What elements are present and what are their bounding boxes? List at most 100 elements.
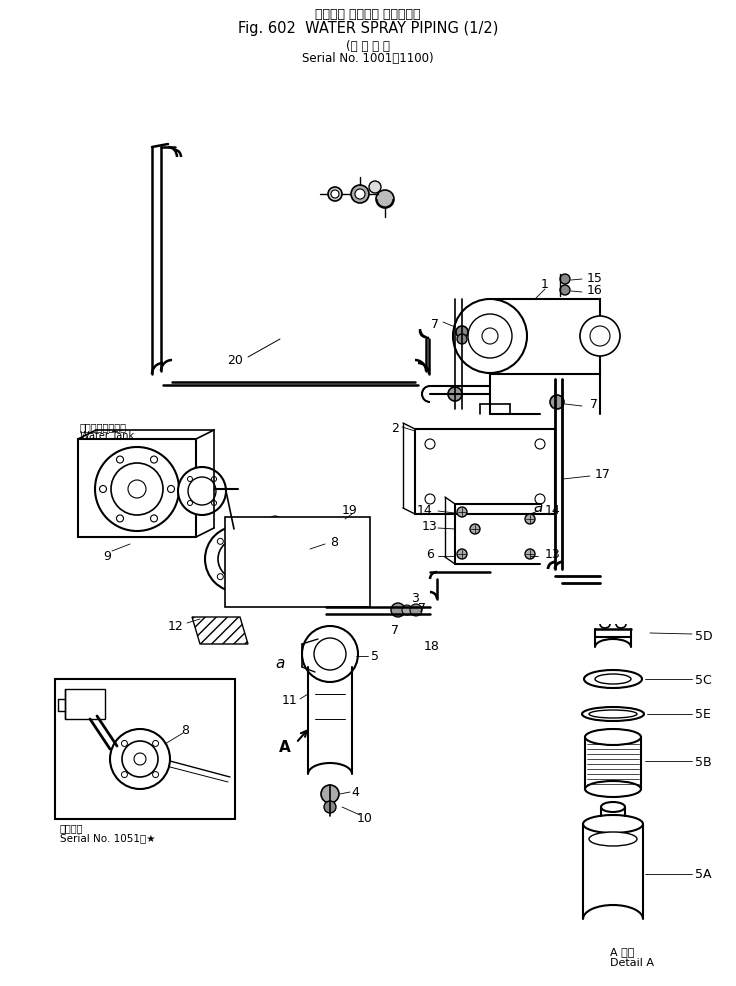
Text: 6: 6 (426, 548, 434, 561)
Circle shape (152, 740, 158, 746)
Circle shape (376, 191, 394, 209)
Circle shape (121, 740, 127, 746)
Circle shape (134, 753, 146, 765)
Circle shape (550, 395, 564, 409)
Bar (65, 689, 105, 719)
Circle shape (535, 495, 545, 505)
Text: (適 用 号 機: (適 用 号 機 (346, 39, 390, 52)
Ellipse shape (589, 832, 637, 846)
Bar (260, 525, 290, 542)
Bar (238, 525, 326, 595)
Bar (78, 440, 196, 537)
Circle shape (580, 317, 620, 357)
Text: 適用号機: 適用号機 (60, 822, 83, 832)
Ellipse shape (601, 803, 625, 812)
Ellipse shape (583, 815, 643, 833)
Circle shape (211, 477, 216, 482)
Circle shape (560, 275, 570, 285)
Circle shape (152, 772, 158, 778)
Circle shape (252, 538, 258, 545)
Text: 2: 2 (391, 421, 399, 434)
Text: 7: 7 (590, 398, 598, 411)
Bar (225, 518, 370, 607)
Circle shape (110, 730, 170, 789)
Circle shape (402, 605, 412, 615)
Ellipse shape (595, 674, 631, 684)
Circle shape (116, 457, 124, 463)
Circle shape (218, 539, 258, 580)
Circle shape (188, 477, 193, 482)
Text: 5C: 5C (695, 672, 712, 686)
Circle shape (122, 741, 158, 777)
Bar (585, 738, 641, 789)
Circle shape (369, 181, 381, 194)
Polygon shape (415, 430, 555, 515)
Text: Serial No. 1001～1100): Serial No. 1001～1100) (302, 51, 434, 64)
Text: 7: 7 (418, 600, 426, 614)
Circle shape (560, 286, 570, 296)
Circle shape (456, 326, 468, 338)
Circle shape (457, 549, 467, 559)
Circle shape (453, 300, 527, 374)
Bar (55, 679, 235, 819)
Text: 8: 8 (330, 536, 338, 549)
Text: 5: 5 (371, 650, 379, 663)
Ellipse shape (585, 781, 641, 798)
Text: 4: 4 (351, 786, 359, 799)
Circle shape (99, 486, 107, 493)
Text: Fig. 602  WATER SPRAY PIPING (1/2): Fig. 602 WATER SPRAY PIPING (1/2) (238, 21, 498, 35)
Circle shape (150, 457, 158, 463)
Text: Detail A: Detail A (610, 957, 654, 967)
Text: 19: 19 (342, 503, 358, 516)
Text: 5A: 5A (695, 868, 712, 880)
Circle shape (267, 517, 283, 532)
Circle shape (128, 480, 146, 499)
Circle shape (425, 495, 435, 505)
Text: ウォータ スプレイ パイピング: ウォータ スプレイ パイピング (315, 8, 421, 21)
Ellipse shape (584, 670, 642, 688)
Text: 14: 14 (417, 503, 433, 516)
Circle shape (111, 463, 163, 516)
Text: 14: 14 (545, 503, 561, 516)
Circle shape (178, 467, 226, 516)
Text: A 詳細: A 詳細 (610, 946, 634, 956)
Text: 13: 13 (545, 548, 561, 561)
Text: 20: 20 (227, 353, 243, 366)
Text: 5D: 5D (695, 630, 712, 643)
Circle shape (168, 486, 174, 493)
Ellipse shape (589, 710, 637, 718)
Text: 12: 12 (167, 619, 183, 632)
Text: 11: 11 (282, 693, 298, 706)
Circle shape (252, 574, 258, 580)
Circle shape (217, 574, 223, 580)
Circle shape (590, 326, 610, 347)
Circle shape (211, 501, 216, 506)
Text: 7: 7 (431, 318, 439, 331)
Text: 15: 15 (587, 271, 603, 284)
Text: Water Tank: Water Tank (80, 431, 134, 441)
Circle shape (457, 334, 467, 345)
Circle shape (217, 538, 223, 545)
Bar (490, 300, 600, 375)
Text: 16: 16 (587, 284, 603, 297)
Circle shape (328, 187, 342, 202)
Text: 17: 17 (595, 468, 611, 481)
Text: 13: 13 (422, 520, 438, 533)
Ellipse shape (582, 707, 644, 722)
Circle shape (321, 785, 339, 804)
Text: 8: 8 (181, 723, 189, 736)
Circle shape (302, 626, 358, 682)
Circle shape (331, 191, 339, 199)
Text: ウォータータンク: ウォータータンク (80, 422, 127, 432)
Circle shape (95, 448, 179, 531)
Text: 5E: 5E (695, 708, 711, 721)
Circle shape (457, 508, 467, 518)
Circle shape (121, 772, 127, 778)
Circle shape (482, 328, 498, 345)
Polygon shape (192, 617, 248, 644)
Circle shape (231, 552, 245, 566)
Text: a: a (534, 500, 542, 515)
Text: 10: 10 (357, 810, 373, 823)
Ellipse shape (585, 730, 641, 745)
Circle shape (468, 315, 512, 359)
